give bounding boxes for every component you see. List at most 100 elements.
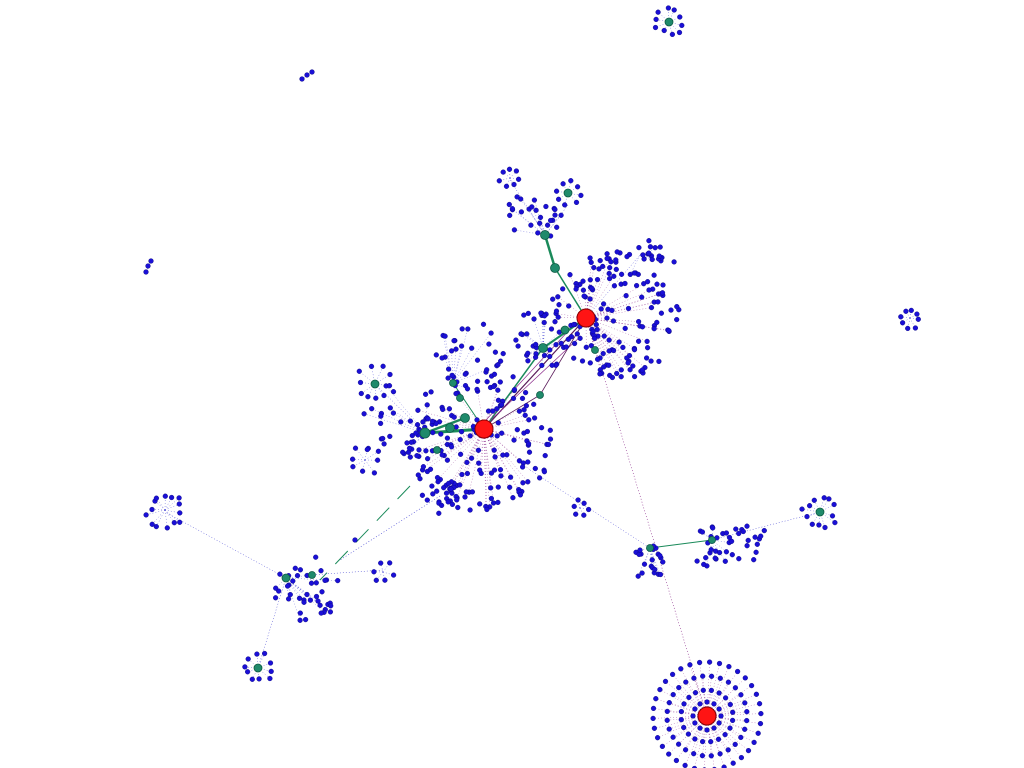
leaf-node bbox=[614, 370, 620, 377]
mid-node bbox=[536, 391, 544, 399]
graph-edge bbox=[444, 428, 485, 456]
leaf-node bbox=[545, 441, 552, 448]
leaf-node bbox=[613, 257, 619, 263]
leaf-node bbox=[494, 433, 500, 439]
leaf-node bbox=[249, 676, 255, 682]
leaf-node bbox=[560, 286, 566, 292]
leaf-node bbox=[387, 433, 393, 440]
leaf-node bbox=[313, 593, 320, 600]
leaf-node bbox=[627, 271, 633, 278]
leaf-node bbox=[566, 303, 572, 309]
leaf-node bbox=[352, 537, 358, 543]
graph-edge bbox=[451, 428, 485, 482]
leaf-node bbox=[492, 454, 498, 460]
graph-edge bbox=[152, 509, 166, 525]
leaf-node bbox=[659, 290, 666, 296]
leaf-node bbox=[547, 436, 554, 442]
leaf-node bbox=[541, 320, 547, 326]
leaf-node bbox=[459, 326, 465, 332]
leaf-node bbox=[738, 754, 745, 761]
leaf-node bbox=[597, 258, 603, 264]
graph-edge bbox=[528, 209, 546, 236]
leaf-node bbox=[575, 497, 581, 503]
leaf-node bbox=[639, 294, 645, 300]
leaf-node bbox=[439, 502, 445, 509]
leaf-node bbox=[903, 308, 909, 314]
leaf-node bbox=[636, 551, 642, 558]
leaf-node bbox=[382, 577, 388, 583]
graph-edge bbox=[483, 428, 496, 458]
leaf-node bbox=[571, 355, 577, 361]
leaf-node bbox=[639, 367, 646, 373]
mid-node bbox=[563, 188, 573, 198]
leaf-node bbox=[718, 713, 724, 719]
leaf-node bbox=[618, 367, 624, 373]
leaf-node bbox=[496, 178, 502, 184]
leaf-node bbox=[753, 549, 759, 555]
leaf-node bbox=[674, 304, 680, 310]
leaf-node bbox=[454, 497, 460, 503]
graph-edge bbox=[483, 428, 514, 498]
hub-node bbox=[697, 706, 717, 726]
leaf-node bbox=[722, 695, 729, 701]
graph-edge bbox=[585, 301, 655, 319]
leaf-node bbox=[708, 687, 715, 694]
leaf-node bbox=[630, 363, 636, 369]
graph-edge bbox=[483, 398, 514, 430]
graph-edge bbox=[483, 428, 502, 476]
graph-edge bbox=[585, 289, 653, 319]
graph-edge bbox=[567, 192, 577, 203]
leaf-node bbox=[516, 458, 523, 464]
leaf-node bbox=[555, 196, 562, 202]
leaf-node bbox=[390, 389, 397, 395]
leaf-node bbox=[387, 371, 393, 378]
leaf-node bbox=[453, 391, 459, 397]
leaf-node bbox=[510, 395, 517, 402]
leaf-node bbox=[541, 352, 548, 359]
leaf-node bbox=[589, 285, 595, 292]
hub-node bbox=[474, 419, 494, 439]
leaf-node bbox=[516, 408, 523, 414]
leaf-node bbox=[715, 736, 722, 742]
leaf-node bbox=[656, 253, 662, 259]
leaf-node bbox=[717, 751, 723, 757]
graph-edge bbox=[248, 658, 259, 669]
leaf-node bbox=[242, 664, 248, 670]
mid-node bbox=[708, 536, 716, 544]
leaf-node bbox=[535, 230, 541, 236]
graph-edge bbox=[483, 404, 502, 430]
leaf-node bbox=[469, 489, 476, 495]
graph-edge bbox=[456, 428, 485, 498]
leaf-node bbox=[681, 701, 687, 707]
leaf-node bbox=[498, 473, 504, 479]
leaf-node bbox=[671, 259, 677, 265]
leaf-node bbox=[474, 386, 480, 393]
leaf-node bbox=[536, 475, 543, 481]
leaf-node bbox=[465, 326, 471, 332]
leaf-node bbox=[573, 511, 579, 517]
graph-edge bbox=[431, 428, 485, 487]
leaf-node bbox=[736, 556, 742, 562]
leaf-node bbox=[459, 343, 465, 349]
leaf-node bbox=[755, 730, 761, 736]
leaf-node bbox=[464, 459, 470, 466]
leaf-node bbox=[464, 386, 471, 392]
leaf-node bbox=[500, 452, 506, 458]
graph-edge bbox=[450, 428, 485, 489]
leaf-node bbox=[439, 452, 445, 458]
leaf-node bbox=[699, 529, 706, 535]
graph-edge bbox=[574, 506, 581, 509]
graph-edge bbox=[554, 267, 587, 319]
leaf-node bbox=[613, 266, 619, 273]
leaf-node bbox=[277, 571, 283, 577]
leaf-node bbox=[676, 29, 683, 36]
leaf-node bbox=[521, 312, 527, 318]
graph-edge bbox=[814, 500, 821, 513]
leaf-node bbox=[335, 577, 341, 584]
node-layer bbox=[143, 5, 921, 768]
leaf-node bbox=[633, 283, 640, 289]
leaf-node bbox=[580, 287, 587, 293]
leaf-node bbox=[484, 379, 490, 385]
leaf-node bbox=[464, 470, 471, 477]
